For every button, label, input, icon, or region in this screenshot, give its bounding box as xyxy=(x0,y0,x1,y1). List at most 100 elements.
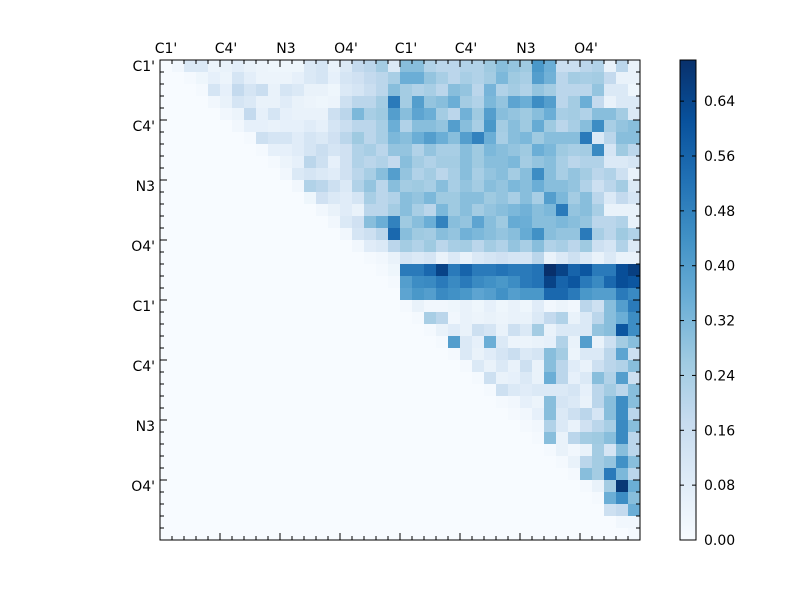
heatmap-cell xyxy=(460,144,473,157)
heatmap-cell xyxy=(472,480,485,493)
heatmap-cell xyxy=(508,384,521,397)
heatmap-cell xyxy=(304,348,317,361)
heatmap-cell xyxy=(172,444,185,457)
heatmap-cell xyxy=(220,168,233,181)
heatmap-cell xyxy=(376,240,389,253)
heatmap-cell xyxy=(580,516,593,529)
heatmap-cell xyxy=(472,300,485,313)
heatmap-cell xyxy=(580,300,593,313)
heatmap-cell xyxy=(340,288,353,301)
heatmap-cell xyxy=(340,468,353,481)
heatmap-cell xyxy=(628,84,641,97)
heatmap-cell xyxy=(172,84,185,97)
heatmap-cell xyxy=(184,168,197,181)
heatmap-cell xyxy=(568,336,581,349)
heatmap-cell xyxy=(304,276,317,289)
heatmap-cell xyxy=(304,528,317,541)
heatmap-cell xyxy=(376,408,389,421)
heatmap-cell xyxy=(568,84,581,97)
heatmap-cell xyxy=(544,252,557,265)
heatmap-cell xyxy=(580,336,593,349)
heatmap-cell xyxy=(484,324,497,337)
heatmap-cell xyxy=(508,336,521,349)
heatmap-cell xyxy=(352,252,365,265)
heatmap-cell xyxy=(208,108,221,121)
heatmap-cell xyxy=(592,180,605,193)
heatmap-cell xyxy=(544,456,557,469)
heatmap-cell xyxy=(208,516,221,529)
heatmap-cell xyxy=(232,240,245,253)
heatmap-cell xyxy=(160,300,173,313)
heatmap-cells xyxy=(160,60,641,541)
heatmap-cell xyxy=(304,108,317,121)
heatmap-cell xyxy=(496,336,509,349)
heatmap-cell xyxy=(184,144,197,157)
heatmap-cell xyxy=(568,168,581,181)
heatmap-cell xyxy=(208,168,221,181)
heatmap-cell xyxy=(532,240,545,253)
heatmap-cell xyxy=(220,372,233,385)
heatmap-cell xyxy=(220,336,233,349)
heatmap-cell xyxy=(280,384,293,397)
heatmap-cell xyxy=(172,312,185,325)
heatmap-cell xyxy=(448,252,461,265)
heatmap-cell xyxy=(448,144,461,157)
heatmap-cell xyxy=(160,420,173,433)
heatmap-cell xyxy=(628,396,641,409)
heatmap-cell xyxy=(196,288,209,301)
heatmap-cell xyxy=(196,516,209,529)
x-axis-tick-labels: C1' C4' N3 O4' C1' C4' N3 O4' xyxy=(155,41,598,57)
heatmap-cell xyxy=(448,204,461,217)
heatmap-cell xyxy=(232,312,245,325)
heatmap-cell xyxy=(160,288,173,301)
heatmap-cell xyxy=(604,408,617,421)
heatmap-cell xyxy=(364,276,377,289)
heatmap-cell xyxy=(484,252,497,265)
heatmap-cell xyxy=(280,396,293,409)
heatmap-cell xyxy=(268,348,281,361)
heatmap-cell xyxy=(208,408,221,421)
heatmap-cell xyxy=(460,312,473,325)
heatmap-cell xyxy=(472,504,485,517)
heatmap-cell xyxy=(292,312,305,325)
heatmap-cell xyxy=(340,504,353,517)
heatmap-cell xyxy=(556,108,569,121)
heatmap-cell xyxy=(268,252,281,265)
heatmap-cell xyxy=(268,492,281,505)
y-tick-label: C4' xyxy=(132,119,155,135)
heatmap-cell xyxy=(328,456,341,469)
heatmap-cell xyxy=(484,528,497,541)
heatmap-cell xyxy=(460,156,473,169)
heatmap-cell xyxy=(628,252,641,265)
heatmap-cell xyxy=(268,204,281,217)
heatmap-cell xyxy=(460,468,473,481)
heatmap-cell xyxy=(220,108,233,121)
heatmap-cell xyxy=(520,468,533,481)
heatmap-cell xyxy=(472,444,485,457)
heatmap-cell xyxy=(592,468,605,481)
heatmap-cell xyxy=(508,216,521,229)
heatmap-cell xyxy=(520,528,533,541)
heatmap-cell xyxy=(292,108,305,121)
heatmap-cell xyxy=(556,192,569,205)
heatmap-cell xyxy=(508,456,521,469)
heatmap-cell xyxy=(436,324,449,337)
heatmap-cell xyxy=(412,60,425,73)
heatmap-cell xyxy=(232,228,245,241)
heatmap-cell xyxy=(436,312,449,325)
heatmap-cell xyxy=(160,432,173,445)
heatmap-cell xyxy=(472,264,485,277)
heatmap-cell xyxy=(232,300,245,313)
heatmap-cell xyxy=(304,144,317,157)
heatmap-cell xyxy=(424,432,437,445)
heatmap-cell xyxy=(280,360,293,373)
heatmap-cell xyxy=(328,204,341,217)
heatmap-cell xyxy=(472,312,485,325)
heatmap-cell xyxy=(544,408,557,421)
heatmap-cell xyxy=(472,120,485,133)
heatmap-cell xyxy=(532,60,545,73)
heatmap-cell xyxy=(208,420,221,433)
heatmap-cell xyxy=(292,432,305,445)
heatmap-cell xyxy=(460,96,473,109)
